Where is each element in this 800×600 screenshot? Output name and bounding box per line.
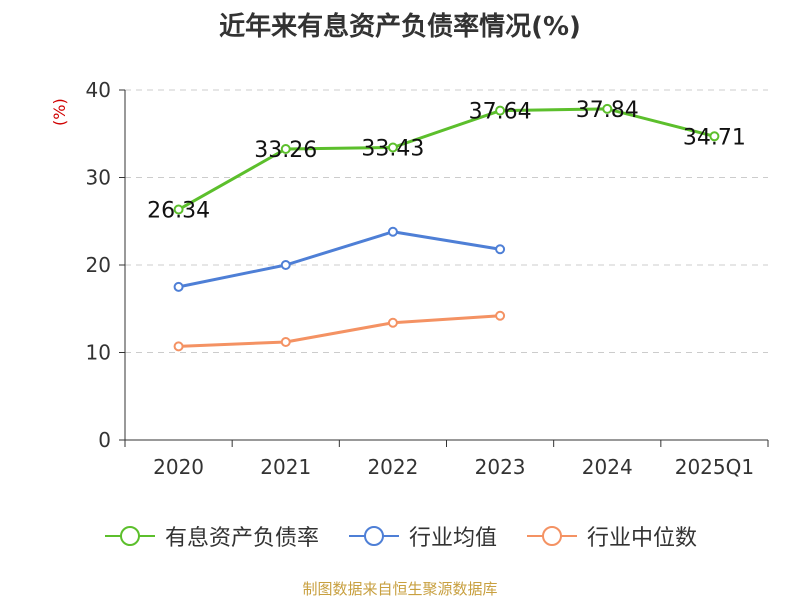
data-label: 33.26 [254,138,317,163]
data-point-debt_ratio [709,131,720,142]
x-tick-label: 2022 [367,455,418,479]
y-tick-label: 0 [98,428,111,452]
x-tick-label: 2023 [475,455,526,479]
series-line-industry_mean [178,230,501,289]
series-line-industry_median [178,314,501,348]
x-tick-label: 2025Q1 [675,455,754,479]
y-tick-label: 30 [86,166,111,190]
data-point-debt_ratio [495,105,506,116]
data-point-debt_ratio [387,142,398,153]
y-tick-label: 20 [86,253,111,277]
data-point-industry_mean [495,244,506,255]
legend-item-industry-median[interactable]: 行业中位数 [525,520,697,552]
data-point-industry_mean [280,260,291,270]
legend-label-industry-mean: 行业均值 [408,526,497,551]
y-tick-label: 40 [86,78,111,102]
data-point-debt_ratio [173,204,184,215]
legend-label-industry-median: 行业中位数 [587,526,698,551]
legend-marker-industry-median [527,526,577,546]
legend-marker-industry-mean [348,526,399,546]
x-tick-label: 2024 [582,455,633,479]
data-label: 26.34 [147,199,210,224]
x-tick-label: 2021 [260,455,311,479]
chart-title: 近年来有息资产负债率情况(%) [219,12,581,42]
data-source-note: 制图数据来自恒生聚源数据库 [302,580,498,598]
series-line-debt_ratio [177,107,715,211]
x-tick-label: 2020 [153,455,204,479]
data-label: 37.64 [469,100,532,125]
data-point-industry_mean [173,281,184,292]
data-label: 34.71 [683,125,746,150]
data-label: 33.43 [361,136,424,161]
data-point-industry_median [173,341,184,352]
data-label: 37.84 [576,98,639,123]
data-point-industry_mean [387,226,398,237]
data-point-debt_ratio [602,103,613,114]
legend-item-industry-mean[interactable]: 行业均值 [347,520,497,552]
data-point-industry_median [387,317,398,328]
data-point-industry_median [280,337,291,347]
legend-label-debt-ratio: 有息资产负债率 [164,526,319,551]
data-point-debt_ratio [280,143,291,154]
legend-item-debt-ratio[interactable]: 有息资产负债率 [103,520,319,552]
y-tick-label: 10 [86,341,111,365]
legend-marker-debt-ratio [104,526,155,546]
data-point-industry_median [495,310,506,321]
legend: 有息资产负债率 行业均值 行业中位数 [0,520,800,552]
